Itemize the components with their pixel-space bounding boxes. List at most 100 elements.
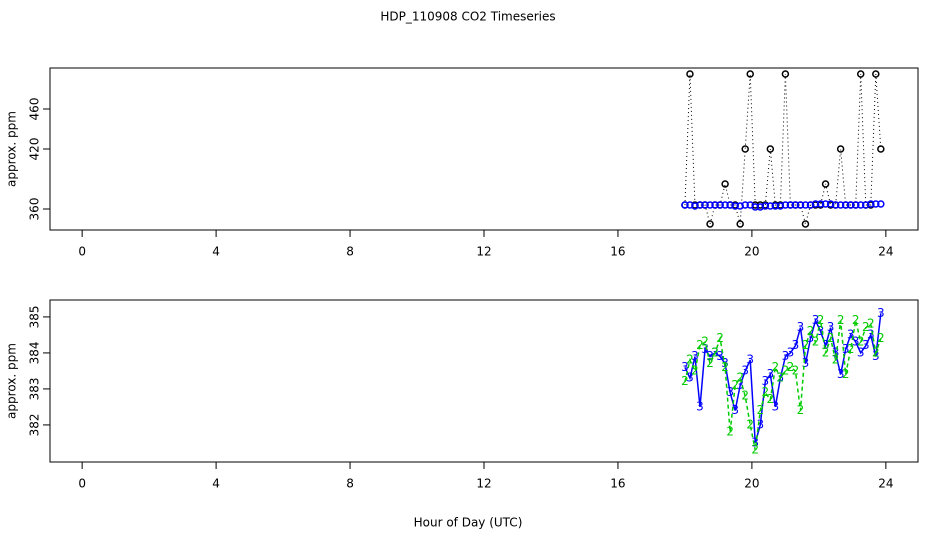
chart-title: HDP_110908 CO2 Timeseries xyxy=(380,10,555,24)
point: 2 xyxy=(777,371,785,385)
point xyxy=(751,203,759,211)
point: 3 xyxy=(817,324,825,338)
point xyxy=(872,70,880,78)
point: 3 xyxy=(862,338,870,352)
x-tick-label: 20 xyxy=(744,245,759,259)
x-tick-label: 24 xyxy=(878,477,893,491)
point: 2 xyxy=(736,371,744,385)
point xyxy=(872,200,880,208)
point xyxy=(851,201,860,209)
point xyxy=(686,70,694,78)
point: 2 xyxy=(792,363,800,377)
point: 2 xyxy=(711,345,719,359)
point: 2 xyxy=(852,313,860,327)
point xyxy=(856,201,865,209)
x-tick-label: 4 xyxy=(212,245,220,259)
y-axis-label: approx. ppm xyxy=(5,343,19,419)
point xyxy=(741,145,749,153)
point: 2 xyxy=(706,356,714,370)
point: 2 xyxy=(832,353,840,367)
point xyxy=(877,145,885,153)
point: 3 xyxy=(802,356,810,370)
point xyxy=(801,201,810,209)
point xyxy=(831,201,840,209)
x-tick-label: 24 xyxy=(878,245,893,259)
point xyxy=(731,202,739,210)
point: 2 xyxy=(761,385,769,399)
point xyxy=(826,200,835,208)
x-tick-label: 16 xyxy=(610,245,625,259)
point: 3 xyxy=(807,331,815,345)
point: 2 xyxy=(787,360,795,374)
point: 2 xyxy=(696,338,704,352)
point xyxy=(721,180,729,188)
point xyxy=(686,201,694,209)
point: 3 xyxy=(812,313,820,327)
point xyxy=(706,220,714,228)
point: 3 xyxy=(782,349,790,363)
point xyxy=(721,201,729,209)
point xyxy=(821,200,830,208)
point: 2 xyxy=(746,417,754,431)
point xyxy=(736,220,744,228)
point: 3 xyxy=(832,345,840,359)
point: 2 xyxy=(721,360,729,374)
y-tick-label: 382 xyxy=(28,413,42,436)
series-line xyxy=(684,313,882,444)
point: 3 xyxy=(772,399,780,413)
point: 2 xyxy=(842,367,850,381)
point xyxy=(877,200,885,208)
point xyxy=(716,201,724,209)
point: 3 xyxy=(872,349,880,363)
point: 2 xyxy=(751,443,759,457)
x-tick-label: 16 xyxy=(610,477,625,491)
point xyxy=(766,202,775,210)
point xyxy=(776,202,785,210)
y-tick-label: 460 xyxy=(28,98,42,121)
point: 2 xyxy=(772,360,780,374)
point xyxy=(711,201,719,209)
point: 3 xyxy=(736,378,744,392)
point xyxy=(781,201,790,209)
point: 2 xyxy=(691,363,699,377)
x-tick-label: 8 xyxy=(346,245,354,259)
point xyxy=(796,201,805,209)
x-tick-label: 0 xyxy=(78,245,86,259)
point xyxy=(841,201,850,209)
point xyxy=(791,201,800,209)
point: 2 xyxy=(716,331,724,345)
point: 2 xyxy=(766,392,774,406)
point: 2 xyxy=(731,378,739,392)
point: 2 xyxy=(756,403,764,417)
point xyxy=(856,70,865,78)
point: 2 xyxy=(726,425,734,439)
point: 3 xyxy=(761,374,769,388)
point: 2 xyxy=(802,338,810,352)
point xyxy=(701,201,709,209)
y-tick-label: 360 xyxy=(28,198,42,221)
point xyxy=(816,200,825,208)
point: 3 xyxy=(822,338,830,352)
y-tick-label: 385 xyxy=(28,305,42,328)
point: 2 xyxy=(701,335,709,349)
point: 2 xyxy=(681,374,689,388)
point: 3 xyxy=(857,345,865,359)
point: 2 xyxy=(847,342,855,356)
x-tick-label: 8 xyxy=(346,477,354,491)
point xyxy=(691,202,699,210)
point: 2 xyxy=(812,335,820,349)
point: 3 xyxy=(741,363,749,377)
point: 3 xyxy=(797,320,805,334)
point: 2 xyxy=(837,313,845,327)
x-tick-label: 12 xyxy=(476,245,491,259)
point: 3 xyxy=(701,342,709,356)
point xyxy=(766,145,775,153)
point: 3 xyxy=(756,417,764,431)
point xyxy=(756,203,765,211)
point xyxy=(801,220,810,228)
y-tick-label: 384 xyxy=(28,341,42,364)
point: 2 xyxy=(797,403,805,417)
point: 2 xyxy=(862,320,870,334)
point xyxy=(867,200,875,208)
point: 3 xyxy=(877,306,885,320)
